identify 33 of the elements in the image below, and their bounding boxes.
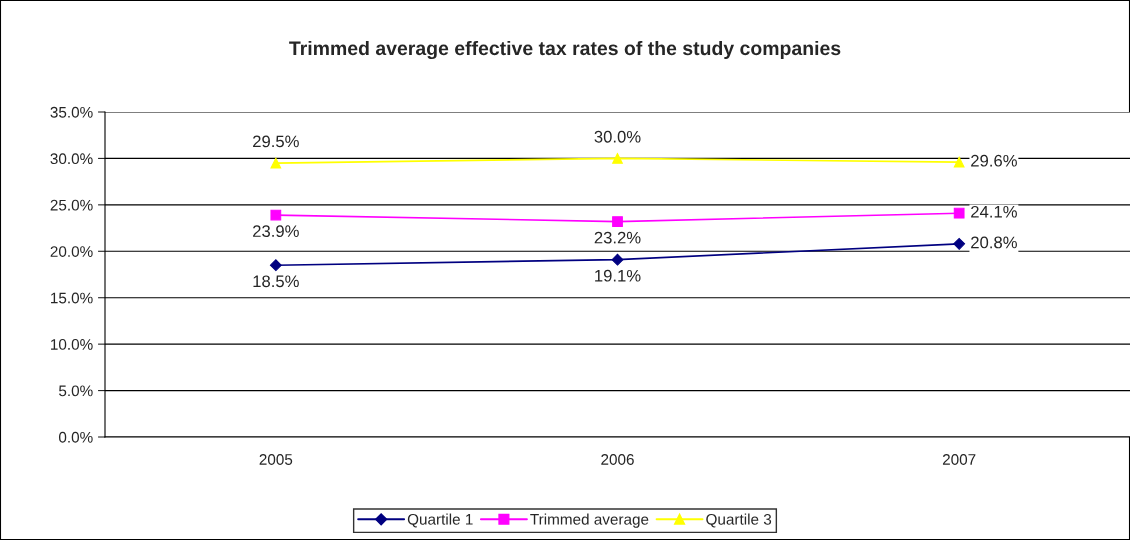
- point: [953, 156, 965, 168]
- data-label: 18.5%: [253, 275, 299, 288]
- data-label: 23.2%: [594, 231, 641, 244]
- y-tick-label: 0.0%: [58, 431, 93, 443]
- point: [953, 237, 966, 250]
- data-label: 24.1%: [971, 205, 1017, 218]
- data-label: 29.6%: [971, 154, 1017, 167]
- legend-label: Trimmed average: [530, 513, 649, 528]
- y-tick-label: 20.0%: [50, 246, 93, 257]
- x-tick-label: 2006: [601, 454, 634, 465]
- data-label: 30.0%: [594, 130, 641, 143]
- y-tick-label: 5.0%: [58, 385, 93, 397]
- data-label: 19.1%: [595, 269, 641, 282]
- point: [612, 153, 623, 164]
- data-label: 20.8%: [971, 236, 1017, 249]
- data-label: 29.5%: [253, 135, 299, 148]
- point: [953, 207, 965, 219]
- point: [270, 157, 282, 169]
- y-tick-label: 35.0%: [50, 106, 93, 118]
- y-tick-label: 10.0%: [51, 339, 93, 350]
- point: [612, 216, 623, 227]
- point: [270, 209, 282, 221]
- y-tick-label: 25.0%: [50, 199, 93, 211]
- point: [611, 253, 624, 266]
- x-tick-label: 2005: [259, 454, 293, 465]
- point: [269, 259, 282, 272]
- x-tick-label: 2007: [942, 454, 976, 465]
- chart-title: Trimmed average effective tax rates of the study companies: [289, 40, 841, 60]
- legend-label: Quartile 3: [706, 513, 772, 528]
- y-tick-label: 30.0%: [50, 153, 93, 165]
- legend-label: Quartile 1: [407, 513, 473, 528]
- y-tick-label: 15.0%: [51, 292, 93, 304]
- data-label: 23.9%: [253, 225, 299, 238]
